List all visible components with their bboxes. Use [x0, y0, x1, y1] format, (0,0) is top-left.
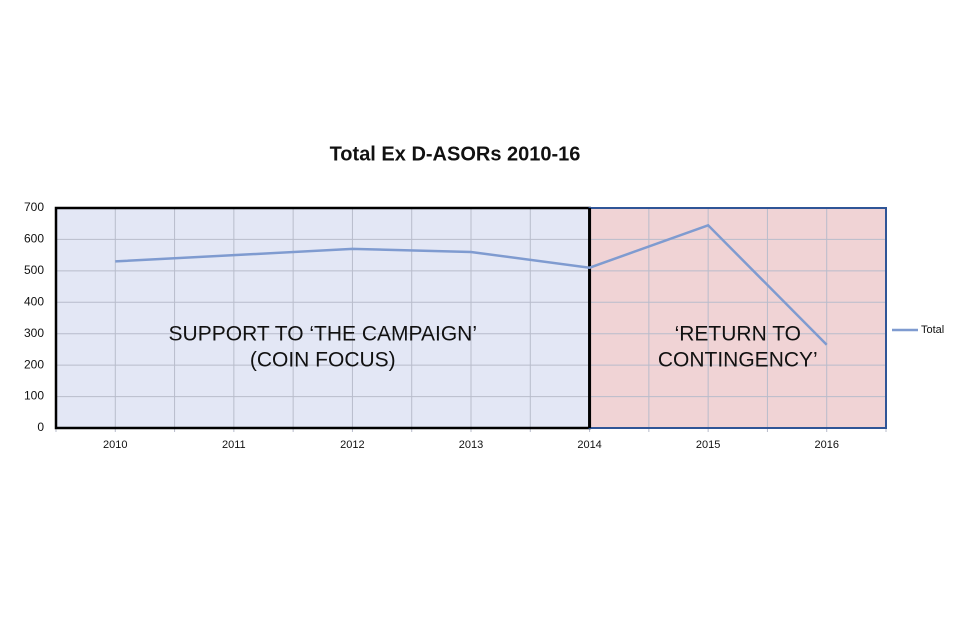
region-annotation: SUPPORT TO ‘THE CAMPAIGN’ [169, 323, 477, 346]
x-tick-label: 2010 [103, 439, 127, 451]
y-tick-label: 500 [24, 263, 44, 277]
region-annotation: ‘RETURN TO [675, 323, 801, 346]
x-tick-label: 2012 [340, 439, 364, 451]
contingency-region [589, 208, 886, 428]
y-tick-label: 100 [24, 389, 44, 403]
campaign-region [56, 208, 590, 428]
y-tick-label: 0 [37, 420, 44, 434]
legend-label: Total [921, 324, 944, 336]
y-tick-label: 600 [24, 232, 44, 246]
x-tick-label: 2016 [814, 439, 838, 451]
y-tick-label: 300 [24, 326, 44, 340]
region-annotation: (COIN FOCUS) [250, 349, 396, 372]
x-tick-label: 2015 [696, 439, 720, 451]
x-tick-label: 2014 [577, 439, 601, 451]
y-tick-label: 200 [24, 357, 44, 371]
y-tick-label: 700 [24, 200, 44, 214]
region-annotation: CONTINGENCY’ [658, 349, 818, 372]
data-line [115, 223, 828, 346]
x-tick-label: 2013 [459, 439, 483, 451]
y-tick-label: 400 [24, 294, 44, 308]
chart-title: Total Ex D-ASORs 2010-16 [330, 143, 581, 165]
x-tick-label: 2011 [222, 439, 246, 451]
